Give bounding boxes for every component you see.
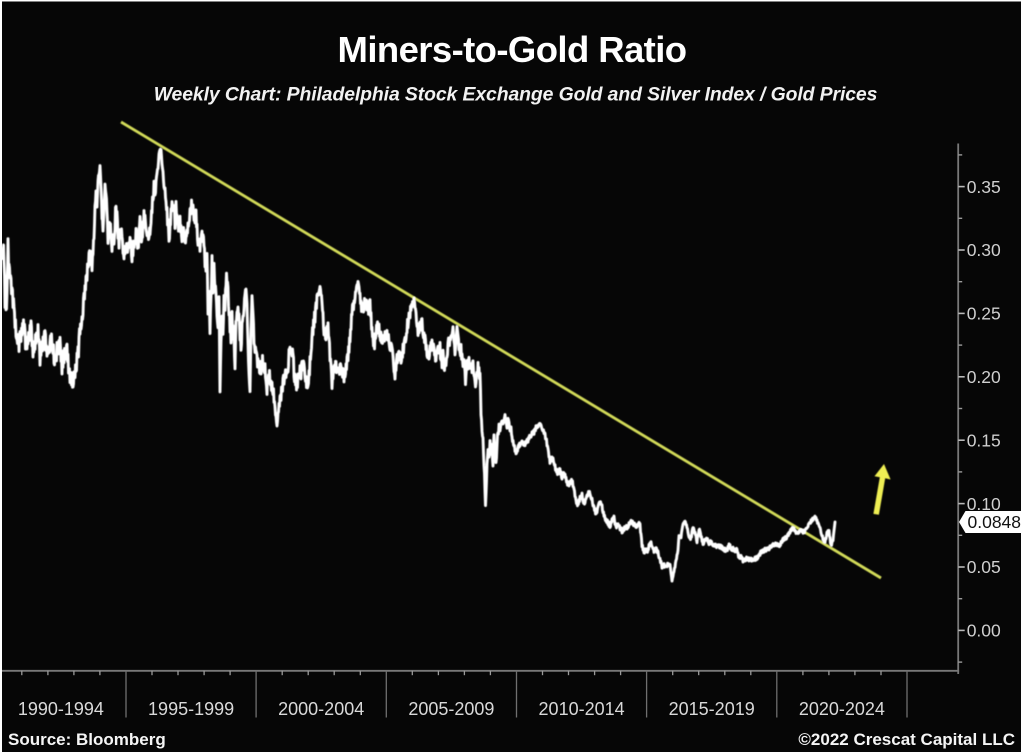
svg-text:0.0848: 0.0848 [968,512,1022,532]
svg-text:2020-2024: 2020-2024 [799,699,885,719]
svg-text:0.20: 0.20 [967,367,1001,387]
svg-text:0.10: 0.10 [967,494,1001,514]
svg-text:0.15: 0.15 [967,430,1001,450]
svg-text:Miners-to-Gold Ratio: Miners-to-Gold Ratio [338,29,687,70]
svg-text:0.25: 0.25 [967,304,1001,324]
svg-text:2010-2014: 2010-2014 [539,699,625,719]
svg-text:2015-2019: 2015-2019 [669,699,755,719]
svg-text:Weekly Chart: Philadelphia Sto: Weekly Chart: Philadelphia Stock Exchang… [154,83,878,105]
svg-text:0.35: 0.35 [967,177,1001,197]
svg-text:1995-1999: 1995-1999 [148,699,234,719]
svg-text:©2022 Crescat Capital LLC: ©2022 Crescat Capital LLC [798,730,1015,749]
svg-text:0.05: 0.05 [967,557,1001,577]
svg-text:Source: Bloomberg: Source: Bloomberg [8,730,166,749]
svg-text:0.00: 0.00 [967,621,1001,641]
svg-text:1990-1994: 1990-1994 [18,699,104,719]
svg-text:2000-2004: 2000-2004 [278,699,364,719]
svg-text:2005-2009: 2005-2009 [408,699,494,719]
svg-text:0.30: 0.30 [967,240,1001,260]
